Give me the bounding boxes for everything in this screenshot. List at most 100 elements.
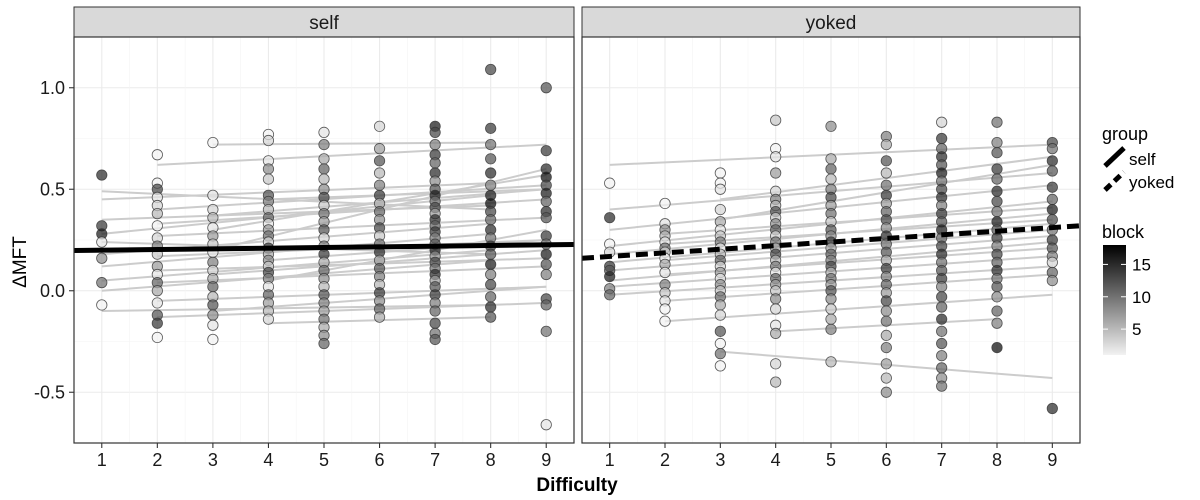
x-tick-label: 1 xyxy=(97,450,107,470)
data-point xyxy=(880,315,892,327)
data-point xyxy=(825,313,837,325)
data-point xyxy=(1046,274,1058,287)
x-tick-label: 8 xyxy=(992,450,1002,470)
subject-line xyxy=(212,141,491,146)
data-point xyxy=(825,120,837,132)
subject-line xyxy=(157,184,547,211)
data-point xyxy=(825,173,837,185)
data-point xyxy=(770,114,782,126)
data-point xyxy=(991,163,1003,175)
data-point xyxy=(485,153,497,165)
data-point xyxy=(714,325,726,337)
panel-yoked: yoked 1 2 3 4 5 6 7 8 9 xyxy=(581,6,1081,470)
panels-layer: self 1 2 3 4 5 6 7 8 9 -0.5 0.0 0.5 1.0 yoked 1 2 3 4 5 6 7 8 9 xyxy=(34,6,1081,470)
data-point xyxy=(604,270,616,283)
subject-line xyxy=(157,285,547,302)
data-point xyxy=(151,208,163,220)
data-point xyxy=(936,291,948,303)
data-point xyxy=(151,220,163,232)
data-point xyxy=(540,419,552,431)
data-point xyxy=(825,163,837,175)
data-point xyxy=(540,212,552,224)
data-point xyxy=(96,236,108,248)
x-tick-label: 5 xyxy=(319,450,329,470)
legend-block-title: block xyxy=(1102,222,1145,242)
data-point xyxy=(1046,181,1058,193)
data-point xyxy=(373,143,386,155)
data-point xyxy=(991,147,1003,159)
data-point xyxy=(880,305,892,317)
data-point xyxy=(714,203,726,216)
data-point xyxy=(991,116,1003,128)
x-tick-label: 4 xyxy=(263,450,273,470)
data-point xyxy=(262,134,275,147)
trend-line-self xyxy=(73,241,575,254)
subject-line xyxy=(157,198,547,225)
data-point xyxy=(485,258,497,270)
data-point xyxy=(936,313,948,325)
data-point xyxy=(373,120,386,132)
subject-line xyxy=(101,182,491,201)
y-tick-label: 0.5 xyxy=(40,179,65,199)
data-point xyxy=(880,329,892,342)
data-point xyxy=(880,358,892,370)
data-point xyxy=(880,341,892,354)
data-point xyxy=(207,189,219,201)
data-point xyxy=(714,337,726,350)
data-point xyxy=(825,153,837,165)
x-tick-label: 9 xyxy=(541,450,551,470)
data-point xyxy=(207,309,219,321)
data-point xyxy=(659,197,671,210)
data-point xyxy=(714,299,726,311)
data-point xyxy=(659,266,671,279)
data-point xyxy=(991,185,1003,197)
strip-yoked xyxy=(581,6,1081,38)
colorbar-label: 15 xyxy=(1132,255,1151,274)
data-point xyxy=(540,268,552,281)
data-point xyxy=(540,145,552,157)
legend: group self yoked block 15 10 5 xyxy=(1102,124,1174,355)
data-point xyxy=(991,341,1003,354)
x-tick-label: 4 xyxy=(771,450,781,470)
data-point xyxy=(936,281,948,293)
x-axis-ticks: 1 2 3 4 5 6 7 8 9 xyxy=(605,443,1057,470)
data-point xyxy=(1046,165,1058,177)
data-point xyxy=(485,268,497,281)
subject-line xyxy=(101,303,491,313)
legend-colorbar xyxy=(1103,245,1126,355)
panel-self: self 1 2 3 4 5 6 7 8 9 -0.5 0.0 0.5 1.0 xyxy=(34,6,575,470)
data-point xyxy=(880,155,892,167)
data-point xyxy=(96,252,108,264)
data-point xyxy=(373,311,386,323)
data-point xyxy=(151,149,163,161)
data-point xyxy=(485,122,497,134)
data-point xyxy=(318,173,330,185)
data-point xyxy=(540,195,552,208)
subject-line xyxy=(664,273,1053,302)
data-point xyxy=(429,138,441,151)
data-point xyxy=(936,301,948,313)
strip-self xyxy=(73,6,575,38)
data-point xyxy=(936,337,948,350)
data-point xyxy=(151,331,163,344)
data-point xyxy=(318,337,330,350)
colorbar-ticks: 15 10 5 xyxy=(1103,255,1151,339)
data-point xyxy=(429,157,441,169)
subject-line xyxy=(664,218,1053,246)
data-point xyxy=(151,317,163,329)
data-point xyxy=(770,358,782,370)
subject-line xyxy=(157,301,547,319)
strip-label-self: self xyxy=(309,13,339,34)
data-point xyxy=(825,356,837,368)
data-point xyxy=(540,82,552,94)
data-point xyxy=(936,362,948,374)
data-point xyxy=(1046,143,1058,155)
x-tick-label: 1 xyxy=(605,450,615,470)
data-point xyxy=(318,138,330,151)
data-point xyxy=(207,281,219,293)
subject-line xyxy=(268,188,547,201)
data-point xyxy=(770,167,782,179)
x-tick-label: 6 xyxy=(375,450,385,470)
data-point xyxy=(1046,402,1058,415)
